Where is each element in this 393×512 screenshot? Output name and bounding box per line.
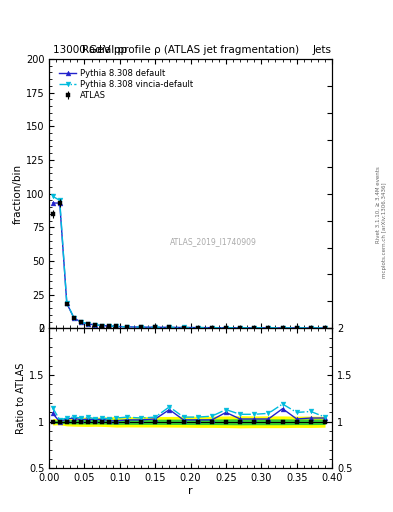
Pythia 8.308 default — [224, 325, 228, 331]
Line: Pythia 8.308 vincia-default: Pythia 8.308 vincia-default — [50, 194, 327, 330]
Pythia 8.308 default — [266, 325, 271, 331]
Pythia 8.308 default — [64, 301, 69, 307]
Pythia 8.308 default — [238, 325, 242, 331]
Pythia 8.308 default — [280, 325, 285, 331]
Y-axis label: fraction/bin: fraction/bin — [13, 163, 23, 224]
Pythia 8.308 vincia-default — [252, 325, 257, 331]
Pythia 8.308 vincia-default — [139, 324, 143, 330]
Pythia 8.308 vincia-default — [167, 324, 172, 330]
Pythia 8.308 vincia-default — [57, 197, 62, 203]
Pythia 8.308 vincia-default — [72, 315, 76, 321]
Pythia 8.308 vincia-default — [224, 325, 228, 331]
Pythia 8.308 vincia-default — [93, 322, 97, 328]
Pythia 8.308 default — [309, 325, 313, 331]
Text: Rivet 3.1.10, ≥ 3.4M events: Rivet 3.1.10, ≥ 3.4M events — [376, 166, 380, 243]
Pythia 8.308 default — [57, 200, 62, 206]
Pythia 8.308 vincia-default — [50, 193, 55, 199]
Text: ATLAS_2019_I1740909: ATLAS_2019_I1740909 — [170, 238, 257, 247]
Text: mcplots.cern.ch [arXiv:1306.3436]: mcplots.cern.ch [arXiv:1306.3436] — [382, 183, 387, 278]
Pythia 8.308 vincia-default — [181, 325, 186, 331]
Pythia 8.308 default — [139, 324, 143, 330]
Y-axis label: Ratio to ATLAS: Ratio to ATLAS — [16, 362, 26, 434]
Pythia 8.308 default — [50, 200, 55, 206]
Pythia 8.308 default — [209, 325, 214, 331]
Pythia 8.308 default — [93, 322, 97, 328]
Pythia 8.308 vincia-default — [86, 321, 90, 327]
Pythia 8.308 default — [252, 325, 257, 331]
Pythia 8.308 default — [72, 315, 76, 321]
Pythia 8.308 vincia-default — [107, 323, 112, 329]
Pythia 8.308 vincia-default — [209, 325, 214, 331]
Pythia 8.308 vincia-default — [100, 323, 105, 329]
Pythia 8.308 default — [181, 325, 186, 331]
Pythia 8.308 default — [323, 325, 327, 331]
Line: Pythia 8.308 default: Pythia 8.308 default — [50, 201, 327, 330]
Pythia 8.308 vincia-default — [309, 325, 313, 331]
Pythia 8.308 default — [195, 325, 200, 331]
Pythia 8.308 default — [167, 324, 172, 330]
Text: Jets: Jets — [312, 45, 331, 55]
Pythia 8.308 vincia-default — [64, 300, 69, 306]
Pythia 8.308 vincia-default — [153, 324, 158, 330]
Pythia 8.308 vincia-default — [294, 325, 299, 331]
Pythia 8.308 default — [100, 323, 105, 329]
Pythia 8.308 default — [86, 321, 90, 327]
Pythia 8.308 vincia-default — [195, 325, 200, 331]
Pythia 8.308 default — [114, 324, 119, 330]
Legend: Pythia 8.308 default, Pythia 8.308 vincia-default, ATLAS: Pythia 8.308 default, Pythia 8.308 vinci… — [58, 67, 195, 101]
Pythia 8.308 vincia-default — [280, 325, 285, 331]
Pythia 8.308 vincia-default — [125, 324, 129, 330]
Title: Radial profile ρ (ATLAS jet fragmentation): Radial profile ρ (ATLAS jet fragmentatio… — [82, 46, 299, 55]
Pythia 8.308 vincia-default — [114, 324, 119, 330]
Text: 13000 GeV pp: 13000 GeV pp — [53, 45, 127, 55]
Pythia 8.308 vincia-default — [79, 319, 83, 325]
X-axis label: r: r — [188, 486, 193, 496]
Pythia 8.308 default — [107, 323, 112, 329]
Pythia 8.308 vincia-default — [238, 325, 242, 331]
Pythia 8.308 default — [294, 325, 299, 331]
Pythia 8.308 default — [79, 319, 83, 325]
Pythia 8.308 vincia-default — [266, 325, 271, 331]
Pythia 8.308 default — [125, 324, 129, 330]
Pythia 8.308 default — [153, 324, 158, 330]
Pythia 8.308 vincia-default — [323, 325, 327, 331]
